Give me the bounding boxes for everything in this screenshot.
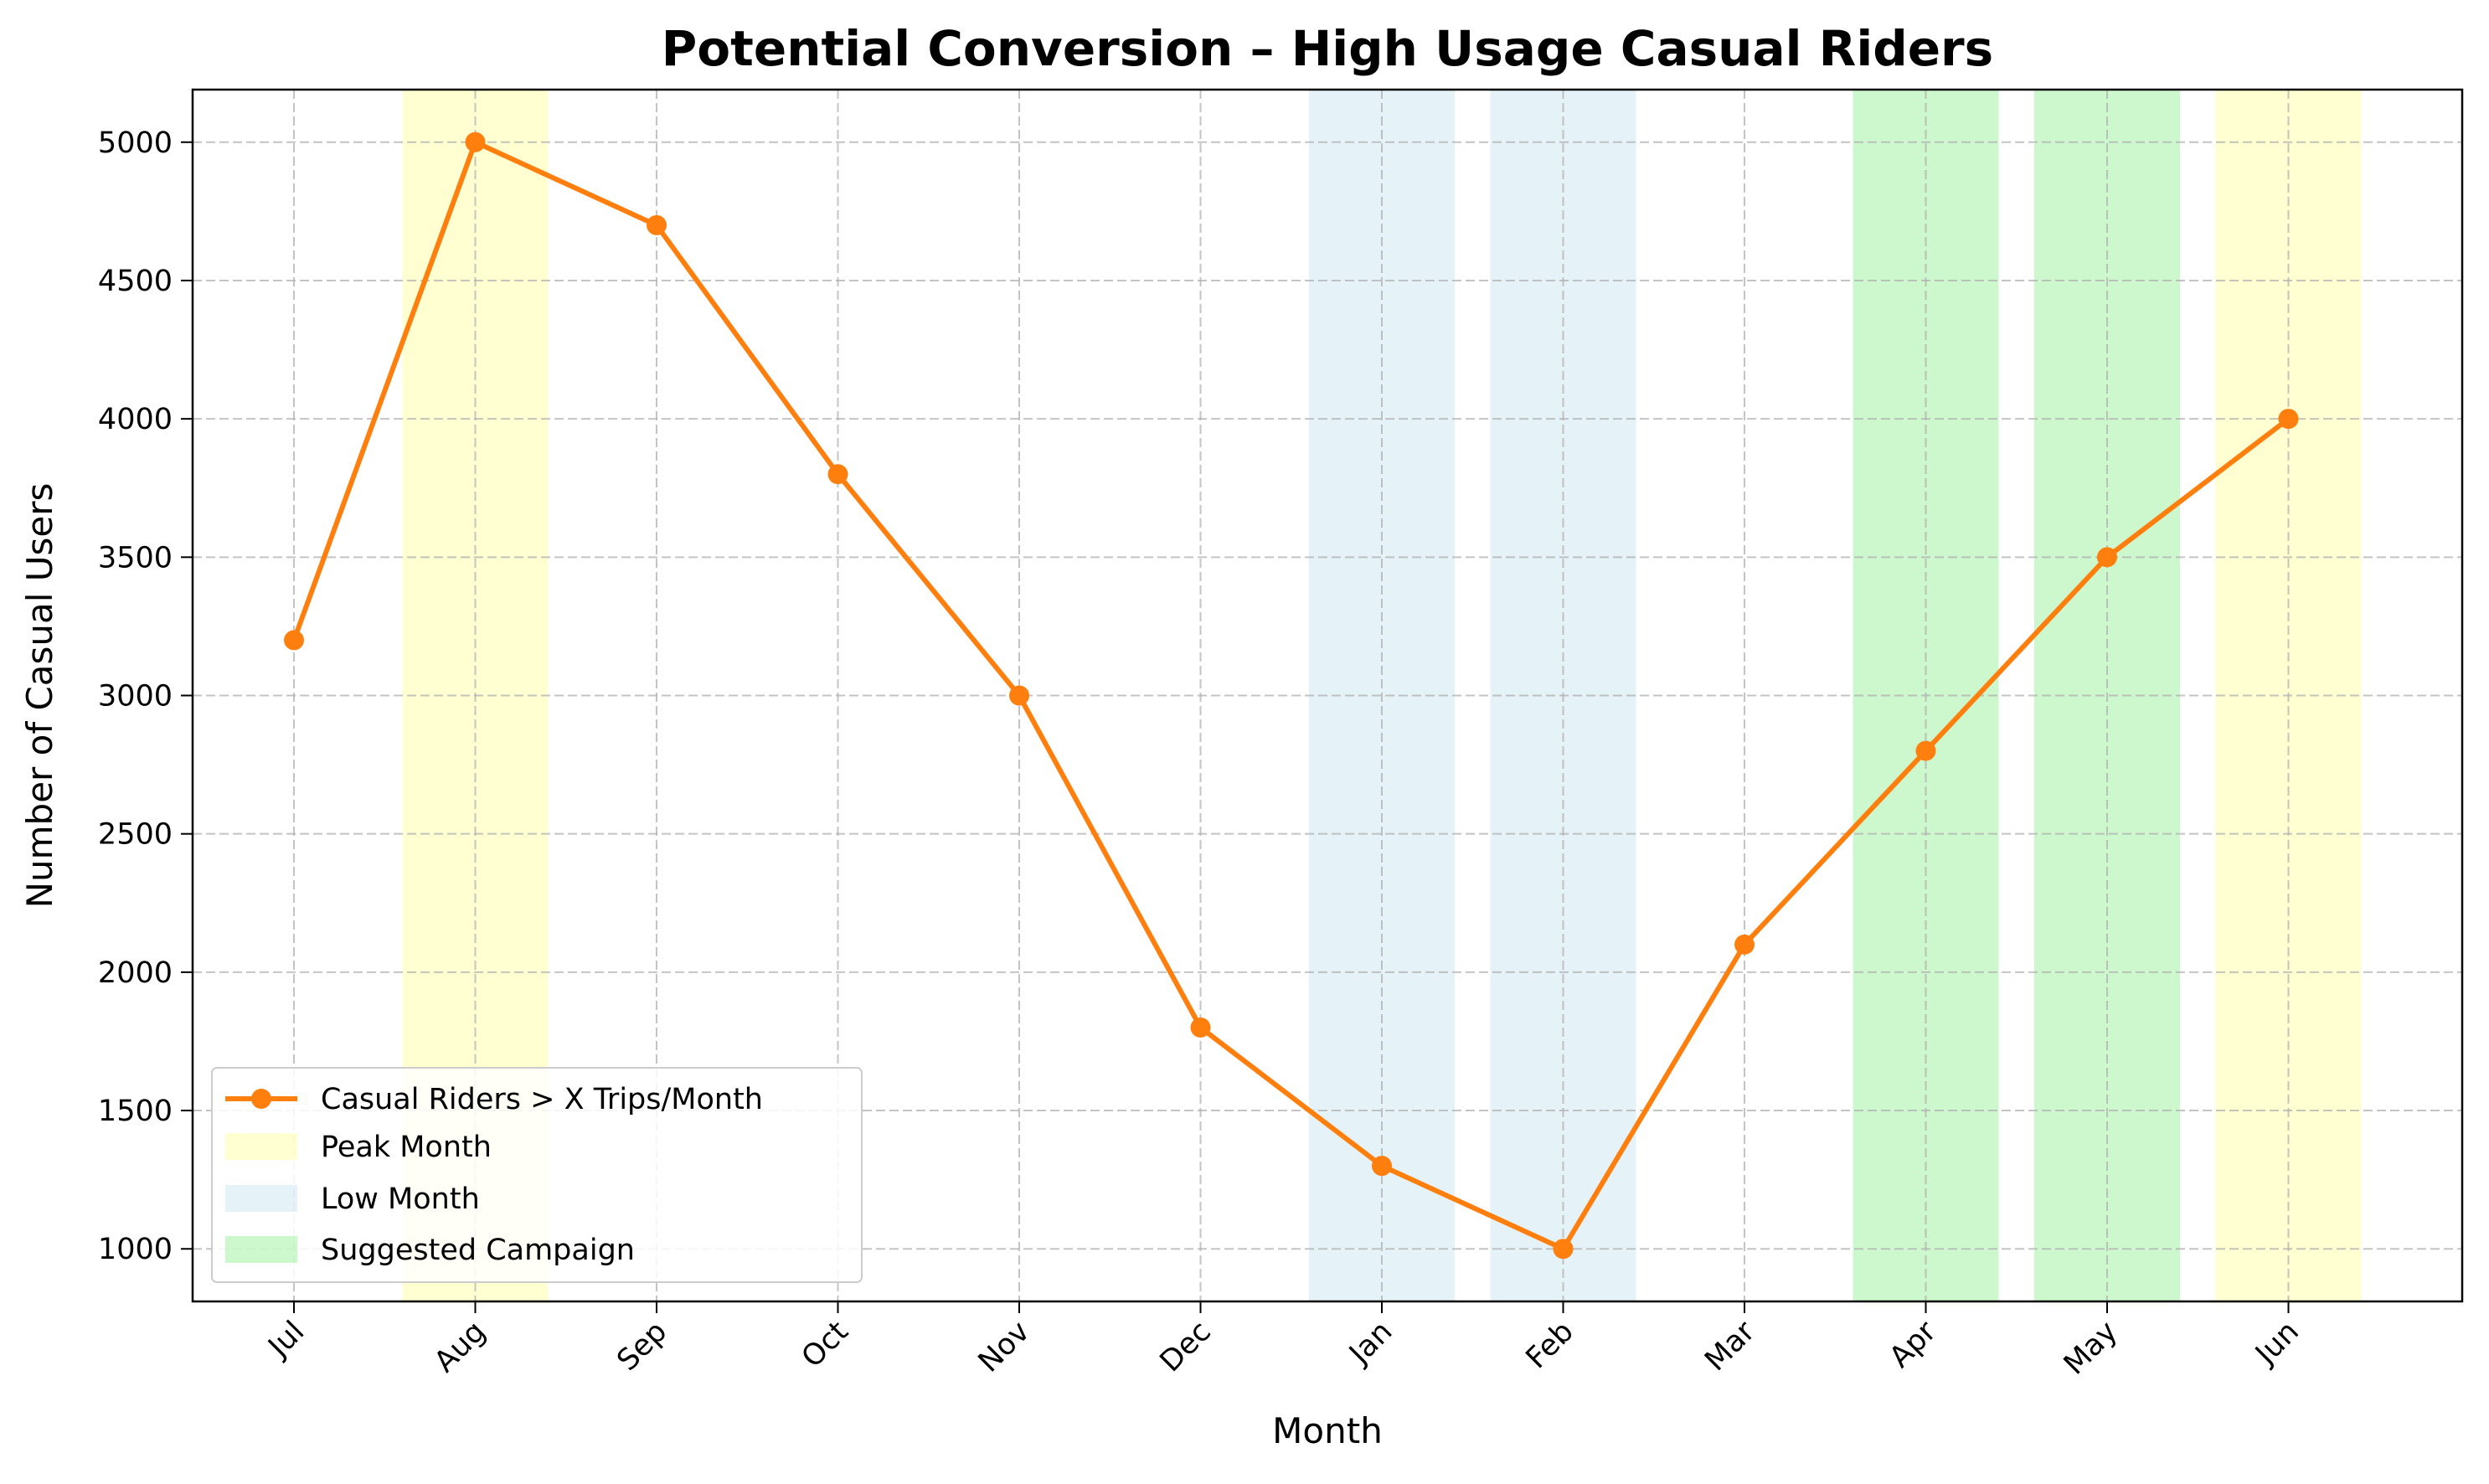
data-series [284,131,2299,1260]
x-axis-label: Month [1272,1410,1383,1451]
data-point-jan [1372,1156,1392,1177]
data-point-jul [284,630,304,651]
y-tick-label: 2000 [98,956,173,990]
legend-label-1: Low Month [321,1183,480,1216]
y-axis-label: Number of Casual Users [19,483,60,909]
y-tick-label: 5000 [98,126,173,160]
legend-swatch-2 [225,1236,297,1263]
y-tick-label: 4500 [98,265,173,298]
y-tick-label: 3500 [98,541,173,575]
data-point-feb [1553,1239,1574,1260]
chart-title: Potential Conversion – High Usage Casual… [662,20,1993,77]
data-point-may [2097,547,2117,568]
legend-label-2: Suggested Campaign [321,1234,635,1267]
data-point-sep [647,214,667,235]
series-line [291,139,2291,1252]
y-tick-label: 3000 [98,680,173,714]
data-point-aug [465,131,486,152]
data-point-jun [2278,409,2299,430]
legend-box [211,1067,863,1283]
legend: Casual Riders > X Trips/Month Peak Month L… [211,1067,863,1283]
y-tick-label: 1500 [98,1095,173,1128]
data-point-dec [1190,1017,1211,1038]
y-tick-label: 1000 [98,1233,173,1266]
legend-label-series: Casual Riders > X Trips/Month [321,1083,763,1116]
y-tick-label: 2500 [98,818,173,852]
legend-marker [251,1089,271,1109]
data-point-oct [827,464,848,485]
data-point-apr [1915,740,1936,761]
legend-label-0: Peak Month [321,1131,492,1164]
data-point-mar [1734,934,1755,955]
legend-swatch-0 [225,1133,297,1160]
legend-swatch-1 [225,1185,297,1212]
y-tick-label: 4000 [98,403,173,436]
data-point-nov [1009,685,1029,706]
